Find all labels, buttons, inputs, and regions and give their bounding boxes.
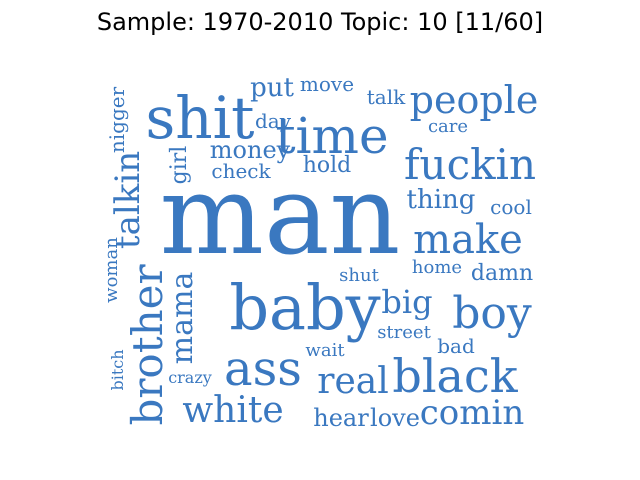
word-time: time xyxy=(275,107,389,165)
word-cool: cool xyxy=(490,195,532,219)
word-baby: baby xyxy=(229,271,381,344)
word-girl: girl xyxy=(167,145,192,185)
word-talkin: talkin xyxy=(108,150,148,250)
word-check: check xyxy=(211,159,271,183)
word-black: black xyxy=(392,349,518,403)
figure-title: Sample: 1970-2010 Topic: 10 [11/60] xyxy=(96,8,544,36)
word-love: love xyxy=(370,404,420,432)
word-people: people xyxy=(409,78,539,122)
word-bitch: bitch xyxy=(108,349,127,391)
word-hear: hear xyxy=(313,404,369,432)
word-thing: thing xyxy=(406,185,476,215)
word-day: day xyxy=(254,109,292,133)
word-man: man xyxy=(159,151,401,279)
word-ass: ass xyxy=(224,341,302,397)
word-white: white xyxy=(182,390,284,431)
word-comin: comin xyxy=(419,393,525,433)
word-crazy: crazy xyxy=(168,368,212,387)
word-real: real xyxy=(317,361,389,402)
word-mama: mama xyxy=(165,271,200,365)
word-nigger: nigger xyxy=(105,86,129,154)
word-boy: boy xyxy=(452,288,532,339)
word-make: make xyxy=(413,217,523,263)
word-home: home xyxy=(411,257,463,278)
word-shut: shut xyxy=(339,265,379,286)
word-bad: bad xyxy=(437,334,475,358)
word-big: big xyxy=(381,283,433,321)
word-damn: damn xyxy=(470,261,534,286)
word-talk: talk xyxy=(366,85,406,109)
word-street: street xyxy=(377,322,431,343)
word-wait: wait xyxy=(305,340,345,361)
word-care: care xyxy=(427,116,469,137)
word-brother: brother xyxy=(123,264,172,426)
word-woman: woman xyxy=(101,237,122,303)
word-put: put xyxy=(250,73,294,103)
word-money: money xyxy=(209,136,291,164)
word-fuckin: fuckin xyxy=(403,140,537,189)
word-shit: shit xyxy=(145,84,255,152)
word-hold: hold xyxy=(302,153,352,178)
word-move: move xyxy=(299,72,355,96)
